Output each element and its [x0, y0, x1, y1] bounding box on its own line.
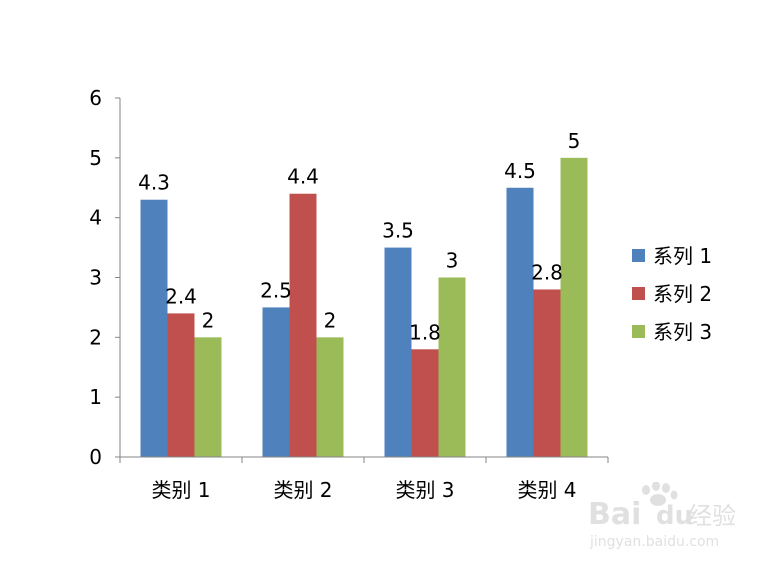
y-tick-label: 5 — [89, 146, 102, 170]
data-label-series-1-cat-1: 4.3 — [138, 171, 170, 195]
legend: 系列 1 系列 2 系列 3 — [632, 244, 712, 344]
watermark-brand: Bai — [588, 497, 641, 532]
x-tick-label: 类别 2 — [273, 478, 332, 502]
legend-label-series-3: 系列 3 — [653, 320, 712, 344]
data-label-series-2-cat-1: 2.4 — [165, 284, 197, 308]
data-label-series-2-cat-3: 1.8 — [409, 320, 441, 344]
bar-series-1-cat-1 — [140, 199, 168, 457]
bar-series-3-cat-2 — [316, 337, 344, 457]
watermark-brand-du: du — [656, 501, 693, 531]
data-label-series-1-cat-2: 2.5 — [260, 278, 292, 302]
y-tick-label: 0 — [89, 445, 102, 469]
bar-series-2-cat-1 — [167, 313, 195, 457]
bar-series-2-cat-2 — [289, 193, 317, 457]
data-label-series-3-cat-4: 5 — [568, 129, 581, 153]
y-tick-label: 4 — [89, 206, 102, 230]
bar-series-1-cat-2 — [262, 307, 290, 457]
watermark-logo: Bai du 经验 jingyan.baidu.com — [588, 482, 736, 550]
data-label-series-2-cat-2: 4.4 — [287, 165, 319, 189]
legend-label-series-2: 系列 2 — [653, 282, 712, 306]
data-label-series-3-cat-3: 3 — [446, 249, 459, 273]
legend-swatch-series-1 — [632, 249, 645, 262]
bar-series-1-cat-3 — [384, 247, 412, 457]
bar-series-3-cat-3 — [438, 277, 466, 457]
legend-label-series-1: 系列 1 — [653, 244, 712, 268]
y-tick-label: 2 — [89, 325, 102, 349]
data-label-series-1-cat-3: 3.5 — [382, 219, 414, 243]
data-label-series-3-cat-2: 2 — [324, 308, 337, 332]
bar-series-2-cat-4 — [533, 289, 561, 457]
y-tick-label: 1 — [89, 385, 102, 409]
y-tick-label: 6 — [89, 86, 102, 110]
data-label-series-2-cat-4: 2.8 — [531, 260, 563, 284]
bar-series-1-cat-4 — [506, 187, 534, 457]
watermark-brand-cn: 经验 — [688, 502, 736, 530]
bar-series-3-cat-1 — [194, 337, 222, 457]
data-label-series-3-cat-1: 2 — [202, 308, 215, 332]
data-label-series-1-cat-4: 4.5 — [504, 159, 536, 183]
bar-group — [140, 157, 588, 458]
bar-series-2-cat-3 — [411, 349, 439, 457]
watermark-url: jingyan.baidu.com — [589, 534, 719, 550]
y-axis-ticks: 0 1 2 3 4 5 6 — [89, 86, 120, 469]
data-labels: 4.3 2.5 3.5 4.5 2.4 4.4 1.8 2.8 2 2 3 5 — [138, 129, 580, 344]
x-tick-label: 类别 3 — [395, 478, 454, 502]
legend-swatch-series-2 — [632, 287, 645, 300]
bar-series-3-cat-4 — [560, 157, 588, 458]
baidu-paw-icon — [642, 482, 678, 506]
y-tick-label: 3 — [89, 266, 102, 290]
x-tick-label: 类别 1 — [151, 478, 210, 502]
x-axis-ticks: 类别 1 类别 2 类别 3 类别 4 — [119, 457, 609, 502]
legend-swatch-series-3 — [632, 325, 645, 338]
x-tick-label: 类别 4 — [517, 478, 576, 502]
